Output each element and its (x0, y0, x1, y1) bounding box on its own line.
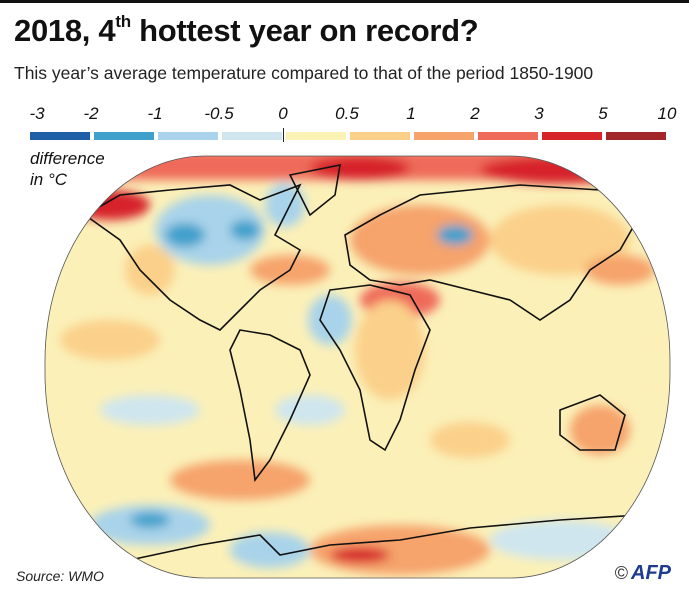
page-title: 2018, 4th hottest year on record? (14, 12, 479, 48)
legend-swatch (30, 132, 90, 140)
legend-tick-label: 3 (534, 104, 544, 123)
legend-tick-label: 1 (406, 104, 416, 123)
legend-zero-tick (283, 128, 284, 142)
legend-swatch (222, 132, 282, 140)
legend-tick-label: -1 (147, 104, 163, 123)
coastlines (83, 163, 642, 561)
legend-swatch (94, 132, 154, 140)
legend-tick-label: -2 (83, 104, 99, 123)
source-note: Source: WMO (16, 568, 104, 584)
legend-swatch (542, 132, 602, 140)
legend-tick-label: 2 (470, 104, 480, 123)
afp-credit: © AFP (615, 562, 671, 585)
legend-unit: difference in °C (30, 149, 105, 189)
top-rule (0, 0, 689, 3)
legend-swatch (350, 132, 410, 140)
legend-tick-label: 5 (598, 104, 608, 123)
afp-logo: AFP (631, 562, 671, 584)
legend-swatch (286, 132, 346, 140)
legend-tick-label: -3 (29, 104, 45, 123)
legend-tick-label: 10 (657, 104, 677, 123)
legend-swatch (158, 132, 218, 140)
legend-tick-label: -0.5 (204, 104, 234, 123)
subtitle: This year’s average temperature compared… (14, 63, 594, 83)
legend-swatch (478, 132, 538, 140)
legend-swatch (414, 132, 474, 140)
legend-tick-label: 0 (278, 104, 288, 123)
copyright-icon: © (614, 563, 628, 583)
legend-swatch (606, 132, 666, 140)
legend-tick-label: 0.5 (335, 104, 359, 123)
